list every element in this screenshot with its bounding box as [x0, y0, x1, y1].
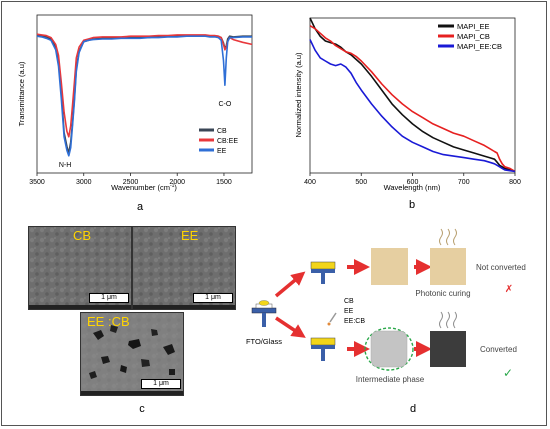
x-tick-label: 3000 [76, 179, 92, 186]
film-not-converted [371, 248, 408, 285]
sem-label-eecb: EE :CB [87, 314, 130, 329]
plot-a-lines [36, 33, 253, 157]
plot-b-ticks: 400 500 600 700 800 [304, 173, 521, 186]
annotation-nh: N-H [59, 162, 71, 169]
solvent-eecb: EE:CB [344, 318, 365, 325]
film-cured [430, 248, 466, 285]
legend-label-mapi-cb: MAPI_CB [457, 32, 490, 41]
plot-b-xlabel: Wavelength (nm) [384, 183, 441, 192]
substrate-icon [251, 300, 277, 327]
not-converted-label: Not converted [476, 263, 526, 272]
legend-label-mapi-eecb: MAPI_EE:CB [457, 42, 502, 51]
plot-a-ylabel: Transmittance (a.u) [17, 61, 26, 126]
heat-waves-icon [439, 228, 457, 246]
legend-label-mapi-ee: MAPI_EE [457, 22, 490, 31]
plot-a-legend: CB CB:EE EE [199, 128, 238, 155]
intermediate-label: Intermediate phase [356, 375, 425, 384]
sem-label-ee: EE [181, 228, 199, 243]
sem-image-cb: CB 1 μm [28, 226, 132, 310]
legend-label-cb: CB [217, 128, 227, 135]
x-tick-label: 2000 [169, 179, 185, 186]
film-intermediate [370, 330, 408, 368]
series-line-2 [309, 25, 516, 173]
series-line-1 [309, 17, 516, 173]
panel-d: FTO/Glass Not converted ✗ Photonic curin… [246, 228, 526, 415]
cross-icon: ✗ [505, 284, 513, 295]
plot-b-lines [309, 17, 516, 173]
legend-label-cbee: CB:EE [217, 138, 238, 145]
sem-image-eecb: EE :CB 1 μm [80, 312, 184, 396]
plot-a-frame [36, 14, 253, 174]
caption-a: a [137, 201, 144, 213]
arrow-down [275, 316, 306, 338]
x-tick-label: 800 [509, 179, 521, 186]
x-tick-label: 600 [407, 179, 419, 186]
caption-d: d [410, 403, 416, 415]
intermediate-outline [364, 327, 414, 371]
series-line-2 [36, 33, 253, 138]
dropper-icon [327, 312, 337, 326]
coated-substrate-top [310, 261, 336, 284]
sem-image-ee: EE 1 μm [132, 226, 236, 310]
x-tick-label: 2500 [123, 179, 139, 186]
solvent-cb: CB [344, 298, 354, 305]
panel-a: 3500 3000 2500 2000 1500 Transmittance (a.u)… [17, 14, 253, 213]
scale-bar: 1 μm [141, 379, 181, 389]
photonic-curing-label: Photonic curing [415, 289, 470, 298]
solvent-ee: EE [344, 308, 354, 315]
x-tick-label: 400 [304, 179, 316, 186]
coated-substrate-bottom [310, 337, 336, 361]
converted-label: Converted [480, 345, 517, 354]
substrate-label: FTO/Glass [246, 337, 282, 346]
plot-b-legend: MAPI_EE MAPI_CB MAPI_EE:CB [438, 22, 502, 51]
film-converted [430, 331, 466, 367]
arrow-up [274, 271, 306, 298]
plot-a-xlabel: Wavenumber (cm-1) [111, 183, 177, 192]
caption-c: c [139, 403, 145, 415]
series-line-3 [36, 35, 252, 157]
panel-b: 400 500 600 700 800 Normalized intensity (a.… [294, 17, 521, 211]
x-tick-label: 3500 [29, 179, 45, 186]
plot-a-ticks: 3500 3000 2500 2000 1500 [29, 173, 232, 186]
x-tick-label: 1500 [216, 179, 232, 186]
annotation-co: C-O [218, 101, 231, 108]
series-line-3 [309, 39, 516, 173]
scale-bar: 1 μm [193, 293, 233, 303]
x-tick-label: 500 [355, 179, 367, 186]
legend-label-ee: EE [217, 148, 227, 155]
check-icon: ✓ [503, 366, 513, 380]
x-tick-label: 700 [458, 179, 470, 186]
scale-bar: 1 μm [89, 293, 129, 303]
heat-waves-icon [439, 311, 457, 329]
sem-label-cb: CB [73, 228, 92, 243]
plot-b-ylabel: Normalized intensity (a.u) [294, 52, 303, 138]
caption-b: b [409, 199, 415, 211]
